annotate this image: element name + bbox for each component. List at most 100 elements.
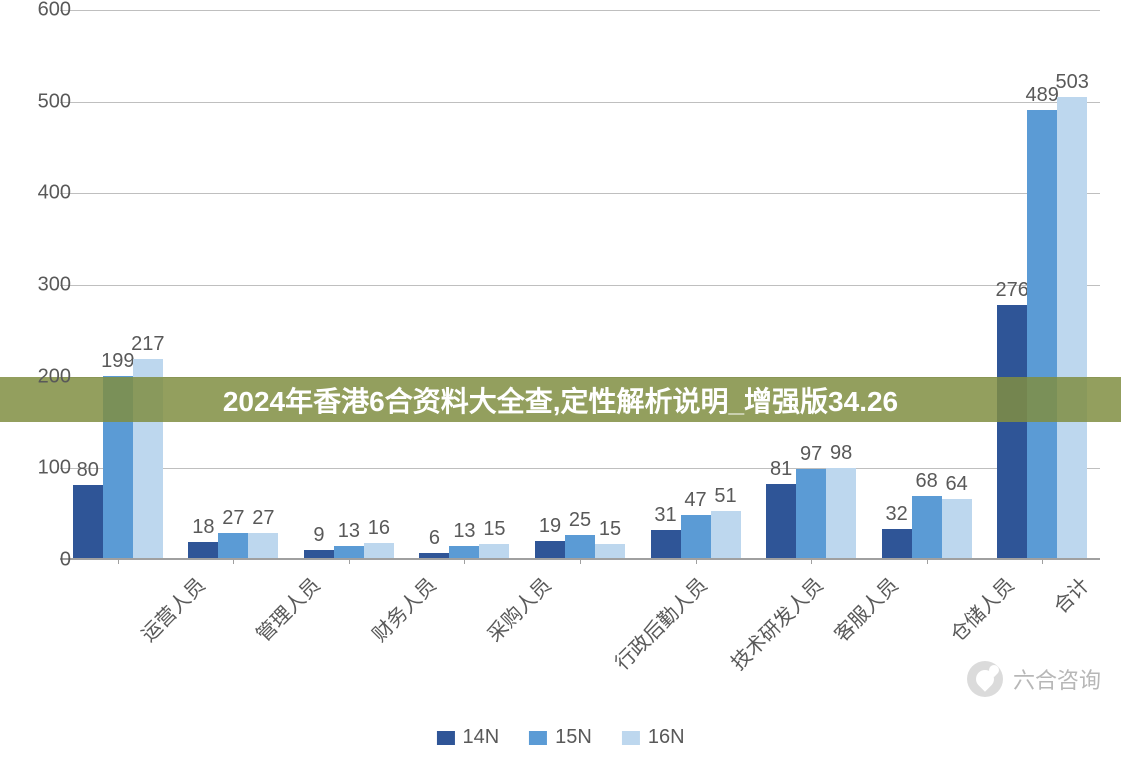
watermark: 六合咨询 (967, 661, 1101, 697)
bar-value-label: 97 (800, 443, 822, 466)
bar: 276 (997, 305, 1027, 558)
bar-group: 276489503 (997, 97, 1087, 558)
bar: 15 (479, 544, 509, 558)
x-tick (580, 558, 581, 564)
bar-value-label: 25 (569, 509, 591, 532)
bar-group: 326864 (882, 496, 972, 558)
bar: 18 (188, 542, 218, 559)
x-axis-label: 仓储人员 (942, 570, 1019, 647)
bar-value-label: 489 (1026, 84, 1059, 107)
bar-value-label: 16 (368, 517, 390, 540)
legend-item: 14N (436, 726, 499, 749)
bar-value-label: 80 (77, 459, 99, 482)
y-axis-label: 0 (21, 549, 71, 572)
legend-item: 16N (622, 726, 685, 749)
bar: 51 (711, 511, 741, 558)
bar: 32 (882, 529, 912, 558)
bar: 81 (766, 484, 796, 558)
legend-label: 16N (648, 726, 685, 749)
overlay-text: 2024年香港6合资料大全查,定性解析说明_增强版34.26 (223, 380, 898, 420)
bar-value-label: 6 (429, 527, 440, 550)
bar-value-label: 19 (539, 515, 561, 538)
bar: 489 (1027, 110, 1057, 558)
x-tick (1042, 558, 1043, 564)
legend-swatch (622, 731, 640, 745)
gridline (60, 10, 1100, 11)
x-tick (118, 558, 119, 564)
x-tick (233, 558, 234, 564)
chart-container: 8019921718272791316613151925153147518197… (0, 0, 1121, 757)
bar: 64 (942, 499, 972, 558)
gridline (60, 193, 1100, 194)
bar: 15 (595, 544, 625, 558)
bar: 97 (796, 469, 826, 558)
bar: 47 (681, 515, 711, 558)
x-axis-label: 行政后勤人员 (607, 570, 712, 675)
bar-value-label: 27 (222, 507, 244, 530)
bar-value-label: 64 (946, 473, 968, 496)
bar-group: 182727 (188, 533, 278, 558)
y-axis-label: 600 (21, 0, 71, 22)
bar: 27 (218, 533, 248, 558)
bar: 6 (419, 553, 449, 559)
gridline (60, 285, 1100, 286)
legend-item: 15N (529, 726, 592, 749)
bar: 80 (73, 485, 103, 558)
plot-area: 8019921718272791316613151925153147518197… (60, 10, 1100, 560)
bar-value-label: 276 (996, 279, 1029, 302)
y-axis-label: 100 (21, 457, 71, 480)
bar: 13 (334, 546, 364, 558)
watermark-text: 六合咨询 (1013, 663, 1101, 695)
bar-group: 192515 (535, 535, 625, 558)
bar-value-label: 15 (483, 518, 505, 541)
bar-value-label: 9 (313, 524, 324, 547)
x-axis-label: 技术研发人员 (723, 570, 828, 675)
wechat-icon (967, 661, 1003, 697)
bar: 9 (304, 550, 334, 558)
bar-group: 61315 (419, 544, 509, 558)
y-axis-label: 300 (21, 274, 71, 297)
bar-value-label: 18 (192, 516, 214, 539)
legend: 14N 15N 16N (436, 726, 684, 749)
gridline (60, 468, 1100, 469)
legend-label: 15N (555, 726, 592, 749)
bar: 68 (912, 496, 942, 558)
bar-value-label: 13 (453, 520, 475, 543)
overlay-banner: 2024年香港6合资料大全查,定性解析说明_增强版34.26 (0, 377, 1121, 423)
bar-group: 819798 (766, 468, 856, 558)
x-tick (927, 558, 928, 564)
x-axis-label: 运营人员 (133, 570, 210, 647)
x-axis-label: 管理人员 (249, 570, 326, 647)
bar-value-label: 503 (1056, 71, 1089, 94)
x-axis-label: 合计 (1046, 570, 1095, 619)
bar-value-label: 27 (252, 507, 274, 530)
x-axis-label: 财务人员 (364, 570, 441, 647)
gridline (60, 102, 1100, 103)
bar-value-label: 199 (101, 350, 134, 373)
bar: 503 (1057, 97, 1087, 558)
bar-value-label: 217 (131, 333, 164, 356)
y-axis-label: 200 (21, 365, 71, 388)
bar-value-label: 98 (830, 442, 852, 465)
legend-label: 14N (462, 726, 499, 749)
y-axis-label: 500 (21, 90, 71, 113)
bar-value-label: 31 (654, 504, 676, 527)
legend-swatch (529, 731, 547, 745)
bar-value-label: 51 (714, 485, 736, 508)
bar-group: 314751 (651, 511, 741, 558)
bar-group: 91316 (304, 543, 394, 558)
x-tick (811, 558, 812, 564)
bar: 25 (565, 535, 595, 558)
x-tick (464, 558, 465, 564)
bar-value-label: 47 (684, 489, 706, 512)
bar: 13 (449, 546, 479, 558)
bar-value-label: 32 (886, 503, 908, 526)
x-axis-label: 采购人员 (480, 570, 557, 647)
bar-value-label: 13 (338, 520, 360, 543)
bar-value-label: 68 (916, 470, 938, 493)
x-tick (696, 558, 697, 564)
y-axis-label: 400 (21, 182, 71, 205)
bar: 16 (364, 543, 394, 558)
x-tick (349, 558, 350, 564)
bar: 98 (826, 468, 856, 558)
